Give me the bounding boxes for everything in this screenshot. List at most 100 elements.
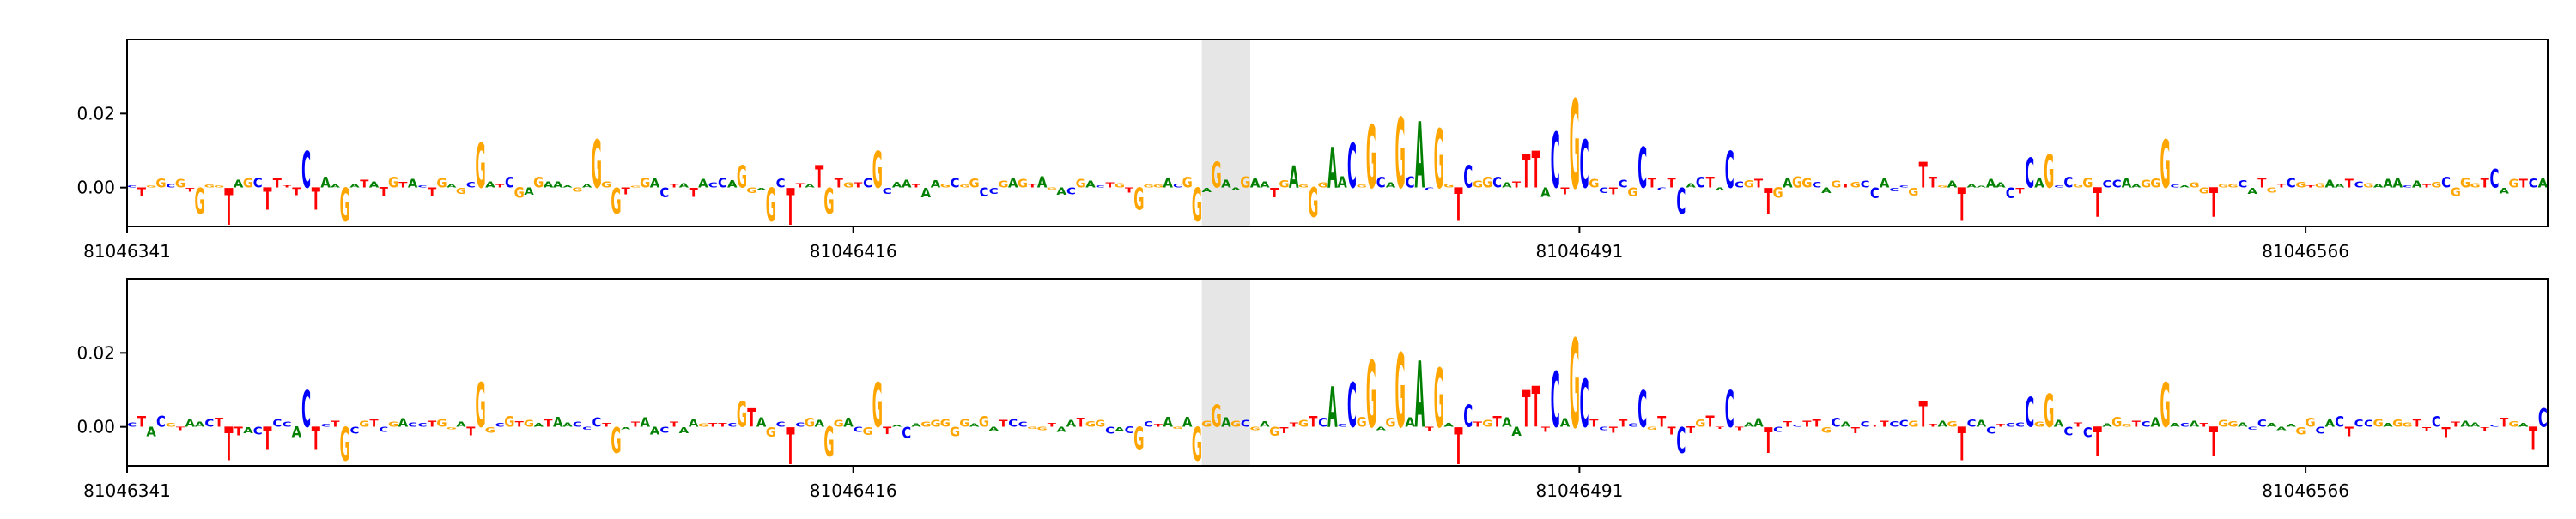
logo-letter-C: C: [1551, 356, 1560, 444]
baseline-letter: C: [1173, 182, 1182, 189]
logo-letter-G: G: [475, 371, 485, 443]
baseline-letter: A: [2470, 421, 2481, 428]
baseline-letter: A: [2392, 176, 2403, 191]
baseline-letter: T: [215, 416, 223, 431]
logo-letter-neg-T: T: [263, 183, 271, 217]
baseline-letter: G: [2218, 419, 2228, 430]
baseline-letter: G: [2227, 420, 2238, 429]
baseline-letter: C: [2364, 419, 2373, 430]
baseline-letter: G: [1036, 426, 1047, 431]
baseline-letter: C: [2083, 424, 2093, 441]
logo-letter-neg-T: T: [2093, 419, 2102, 467]
baseline-letter: A: [805, 184, 815, 189]
baseline-letter: G: [166, 422, 176, 428]
baseline-letter: G: [920, 421, 931, 429]
baseline-letter: A: [544, 179, 554, 190]
baseline-letter: T: [1686, 425, 1695, 436]
baseline-letter: A: [582, 184, 592, 189]
baseline-letter: G: [640, 175, 650, 191]
baseline-letter: A: [234, 178, 244, 190]
baseline-letter: A: [1783, 175, 1793, 190]
baseline-letter: C: [582, 426, 592, 431]
baseline-letter: C: [379, 425, 388, 433]
baseline-letter: G: [1385, 416, 1395, 431]
baseline-letter: T: [2481, 176, 2490, 191]
baseline-letter: C: [1793, 424, 1802, 427]
baseline-letter: C: [659, 185, 669, 201]
logo-letter-neg-C: C: [1676, 182, 1686, 223]
x-tick-label: 81046566: [2262, 241, 2349, 262]
baseline-letter: T: [854, 182, 862, 190]
baseline-letter: A: [1182, 413, 1193, 431]
baseline-letter: A: [1686, 182, 1696, 190]
baseline-letter: A: [1260, 180, 1270, 190]
baseline-letter: C: [1125, 425, 1134, 436]
logo-letter-neg-T: T: [312, 183, 320, 217]
baseline-letter: T: [1619, 419, 1628, 430]
logo-letter-C: C: [1725, 381, 1735, 440]
baseline-letter: T: [1309, 413, 1317, 431]
logo-letter-C: C: [1551, 117, 1560, 205]
baseline-letter: C: [1696, 174, 1705, 191]
baseline-letter: T: [835, 175, 844, 190]
baseline-letter: C: [1657, 187, 1667, 192]
logo-letter-neg-T: T: [1454, 180, 1462, 232]
baseline-letter: G: [388, 174, 398, 191]
baseline-letter: A: [1744, 421, 1754, 428]
logo-letter-G: G: [1366, 107, 1376, 208]
baseline-letter: G: [1821, 425, 1832, 434]
logo-letter-A: A: [1415, 102, 1425, 209]
baseline-letter: C: [505, 174, 514, 191]
baseline-letter: C: [1241, 419, 1250, 430]
baseline-letter: G: [1937, 184, 1947, 188]
baseline-letter: G: [155, 177, 166, 191]
baseline-letter: T: [883, 426, 891, 438]
baseline-letter: C: [2316, 425, 2325, 437]
baseline-letter: T: [1492, 413, 1501, 431]
logo-letter-neg-T: T: [786, 418, 794, 477]
baseline-letter: G: [2141, 178, 2151, 190]
baseline-letter: G: [1172, 426, 1182, 430]
logo-letter-T: T: [1919, 395, 1929, 436]
baseline-letter: C: [1899, 185, 1909, 189]
logo-letters: C TAC GT A A C TT A CC C A C TCG T CG A C C T G G AT GC G T G A T A A…: [127, 313, 2548, 476]
logo-letter-neg-G: G: [766, 180, 776, 232]
x-tick-label: 81046491: [1536, 241, 1624, 262]
baseline-letter: T: [1870, 425, 1880, 428]
logo-letter-neg-T: T: [224, 419, 233, 472]
baseline-letter: C: [1773, 425, 1783, 434]
baseline-letter: G: [1443, 183, 1454, 190]
baseline-letter: T: [1880, 419, 1890, 429]
baseline-letter: A: [2267, 422, 2277, 428]
baseline-letter: C: [989, 186, 999, 196]
baseline-letter: C: [2257, 419, 2267, 430]
baseline-letter: A: [698, 178, 708, 190]
baseline-letter: C: [1066, 186, 1076, 197]
logo-letter-neg-T: T: [1764, 421, 1773, 462]
baseline-letter: G: [214, 184, 224, 189]
baseline-letter: C: [321, 424, 331, 428]
baseline-letter: T: [1813, 419, 1821, 430]
baseline-letter: C: [776, 420, 786, 428]
baseline-letter: T: [1541, 425, 1550, 433]
baseline-letter: G: [204, 184, 215, 188]
baseline-letter: T: [2500, 416, 2508, 431]
logo-letter-C: C: [2025, 390, 2034, 438]
baseline-letter: T: [1851, 425, 1861, 436]
logo-letter-G: G: [1366, 341, 1376, 449]
baseline-letter: C: [2006, 184, 2015, 202]
baseline-letter: A: [1502, 416, 1512, 431]
logo-letter-G: G: [2044, 147, 2054, 199]
baseline-letter: T: [1048, 422, 1057, 428]
baseline-letter: C: [863, 177, 872, 191]
baseline-letter: G: [485, 425, 495, 434]
x-tick-label: 81046491: [1536, 480, 1624, 501]
baseline-letter: A: [1405, 414, 1415, 430]
logo-letter-G: G: [1570, 313, 1580, 456]
baseline-letter: G: [2189, 181, 2199, 189]
baseline-letter: G: [1647, 426, 1657, 431]
baseline-letter: C: [2112, 178, 2122, 191]
baseline-letter: T: [670, 184, 679, 189]
baseline-letter: A: [1066, 419, 1078, 430]
baseline-letter: C: [1599, 186, 1608, 195]
